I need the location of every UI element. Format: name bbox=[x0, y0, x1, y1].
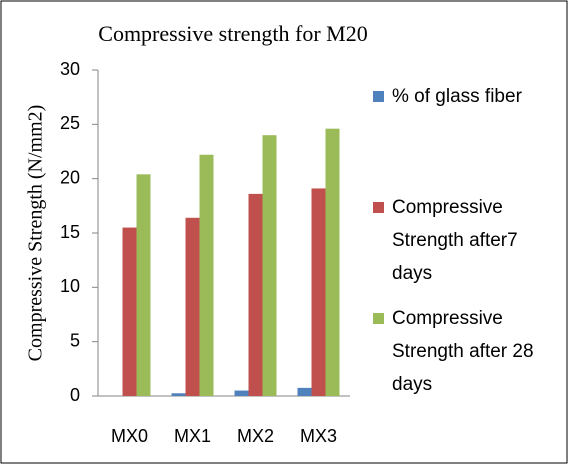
y-tick-label: 10 bbox=[60, 276, 80, 296]
bar bbox=[171, 393, 186, 396]
legend-swatch bbox=[373, 202, 384, 213]
y-axis-label: Compressive Strength (N/mm2) bbox=[25, 105, 47, 362]
legend-swatch bbox=[373, 91, 384, 102]
bar bbox=[185, 217, 200, 396]
bar bbox=[248, 193, 263, 396]
legend-label: % of glass fiber bbox=[392, 86, 522, 107]
bar bbox=[199, 154, 214, 396]
bar bbox=[297, 387, 312, 396]
bar bbox=[136, 174, 151, 396]
x-tick-label: MX1 bbox=[174, 426, 211, 446]
y-tick-label: 25 bbox=[60, 113, 80, 133]
bar bbox=[325, 128, 340, 396]
x-tick-label: MX0 bbox=[111, 426, 148, 446]
bar bbox=[122, 227, 137, 396]
y-tick-label: 15 bbox=[60, 222, 80, 242]
x-tick-label: MX2 bbox=[237, 426, 274, 446]
y-tick-label: 0 bbox=[70, 385, 80, 405]
legend-label: Compressive Strength after 28 days bbox=[392, 308, 534, 395]
bar bbox=[262, 135, 277, 396]
chart-title: Compressive strength for M20 bbox=[98, 21, 367, 46]
y-tick-label: 5 bbox=[70, 330, 80, 350]
bar bbox=[234, 390, 249, 396]
bar bbox=[311, 188, 326, 396]
y-tick-label: 20 bbox=[60, 167, 80, 187]
legend-swatch bbox=[373, 313, 384, 324]
x-tick-label: MX3 bbox=[300, 426, 337, 446]
y-tick-label: 30 bbox=[60, 59, 80, 79]
legend-label: Compressive Strength after7 days bbox=[392, 197, 518, 284]
